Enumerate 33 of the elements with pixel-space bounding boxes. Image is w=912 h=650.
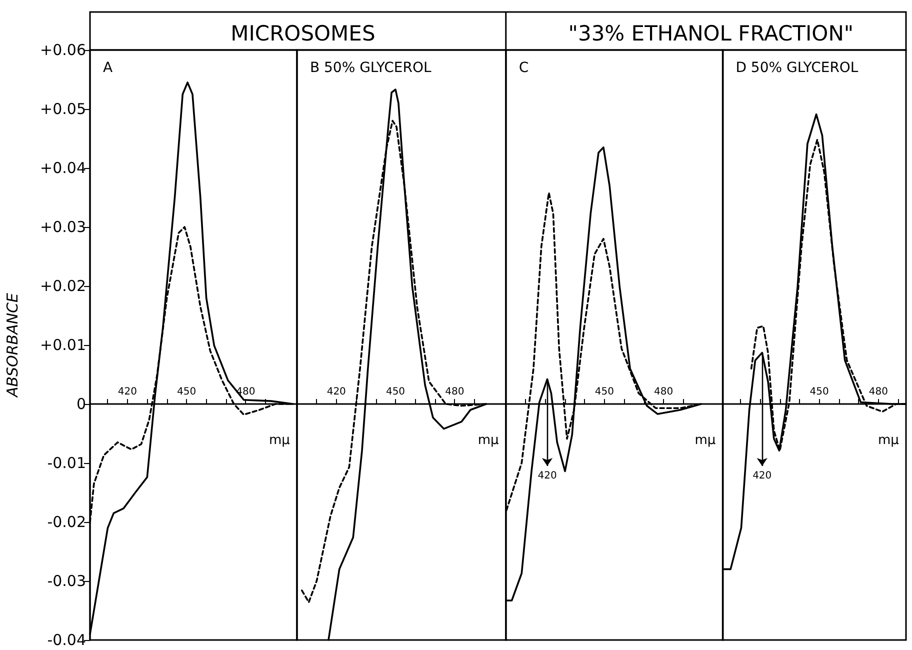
y-tick-label: +0.01 <box>40 336 86 354</box>
y-tick-label: 0 <box>76 395 86 413</box>
x-tick-label: 450 <box>386 386 406 398</box>
x-axis-title: mμ <box>878 433 899 448</box>
x-tick-label: 480 <box>654 386 674 398</box>
y-tick-label: +0.05 <box>40 100 86 118</box>
annotation: 420 <box>752 470 772 482</box>
y-tick-label: +0.03 <box>40 218 86 236</box>
x-tick-label: 450 <box>177 386 196 398</box>
x-tick-label: 480 <box>868 386 888 398</box>
y-tick-label: +0.04 <box>40 159 86 177</box>
y-tick-label: -0.01 <box>47 454 86 472</box>
x-axis-title: mμ <box>694 433 716 448</box>
y-tick-label: +0.02 <box>40 277 86 295</box>
x-tick-label: 480 <box>445 386 464 398</box>
annotation: 420 <box>538 470 557 482</box>
x-tick-label: 420 <box>118 386 137 398</box>
y-tick-label: -0.02 <box>47 513 86 531</box>
y-axis-title: ABSORBANCE <box>4 292 22 398</box>
text: A <box>103 60 113 76</box>
x-tick-label: 450 <box>810 386 829 398</box>
chart-title: "33% ETHANOL FRACTION" <box>568 22 854 46</box>
text: C <box>518 60 529 76</box>
x-axis-title: mμ <box>478 433 499 448</box>
x-tick-label: 450 <box>594 386 614 398</box>
text: D 50% GLYCEROL <box>736 60 858 76</box>
x-axis-title: mμ <box>268 433 290 448</box>
x-tick-label: 420 <box>326 386 346 398</box>
y-tick-label: -0.03 <box>47 572 86 590</box>
text: B 50% GLYCEROL <box>310 60 432 76</box>
chart-title: MICROSOMES <box>230 22 376 46</box>
y-tick-label: +0.06 <box>40 41 86 59</box>
y-tick-label: -0.04 <box>47 631 86 649</box>
